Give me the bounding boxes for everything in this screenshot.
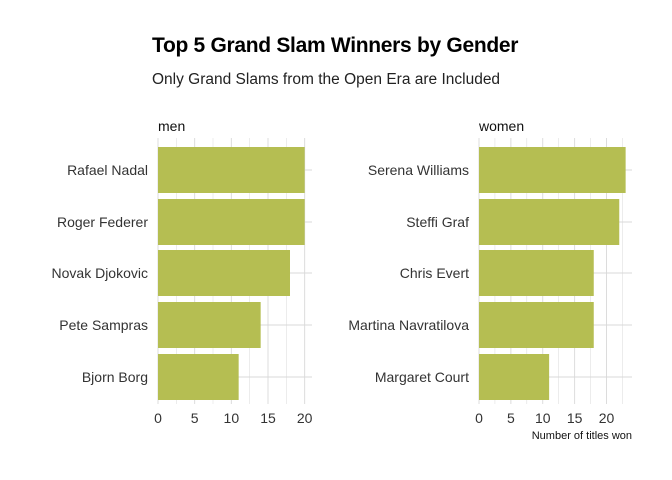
- category-label: Martina Navratilova: [348, 317, 469, 333]
- bar: [479, 250, 594, 296]
- x-tick-label: 15: [260, 410, 276, 426]
- facet-label-men: men: [158, 118, 185, 134]
- bar: [158, 354, 239, 400]
- bar: [158, 302, 261, 348]
- bar: [158, 147, 305, 193]
- facet-label-women: women: [478, 118, 524, 134]
- bar: [479, 199, 620, 245]
- facets: men Rafael Nadal Roger Federer Novak Djokov…: [52, 118, 632, 426]
- x-tick-label: 0: [475, 410, 483, 426]
- bar: [158, 199, 305, 245]
- bar: [479, 354, 550, 400]
- x-tick-label: 15: [567, 410, 583, 426]
- x-tick-label: 10: [535, 410, 551, 426]
- chart-subtitle: Only Grand Slams from the Open Era are I…: [152, 71, 501, 88]
- category-label: Roger Federer: [57, 214, 148, 230]
- category-label: Pete Sampras: [59, 317, 148, 333]
- x-tick-label: 5: [507, 410, 515, 426]
- bar: [479, 147, 626, 193]
- category-label: Chris Evert: [400, 265, 469, 281]
- category-label: Rafael Nadal: [67, 162, 148, 178]
- bar: [158, 250, 290, 296]
- x-tick-label: 20: [599, 410, 615, 426]
- facet-men: men Rafael Nadal Roger Federer Novak Djokov…: [52, 118, 313, 426]
- chart-title: Top 5 Grand Slam Winners by Gender: [152, 34, 519, 57]
- x-axis-label: Number of titles won: [532, 430, 632, 442]
- category-label: Novak Djokovic: [52, 265, 148, 281]
- x-tick-label: 10: [224, 410, 240, 426]
- facet-women: women Serena Williams Steffi Graf Chris Eve…: [348, 118, 632, 426]
- bar: [479, 302, 594, 348]
- category-label: Serena Williams: [368, 162, 469, 178]
- x-tick-label: 20: [297, 410, 313, 426]
- category-label: Margaret Court: [375, 369, 469, 385]
- x-tick-label: 5: [191, 410, 199, 426]
- category-label: Steffi Graf: [406, 214, 469, 230]
- category-label: Bjorn Borg: [82, 369, 148, 385]
- x-tick-label: 0: [154, 410, 162, 426]
